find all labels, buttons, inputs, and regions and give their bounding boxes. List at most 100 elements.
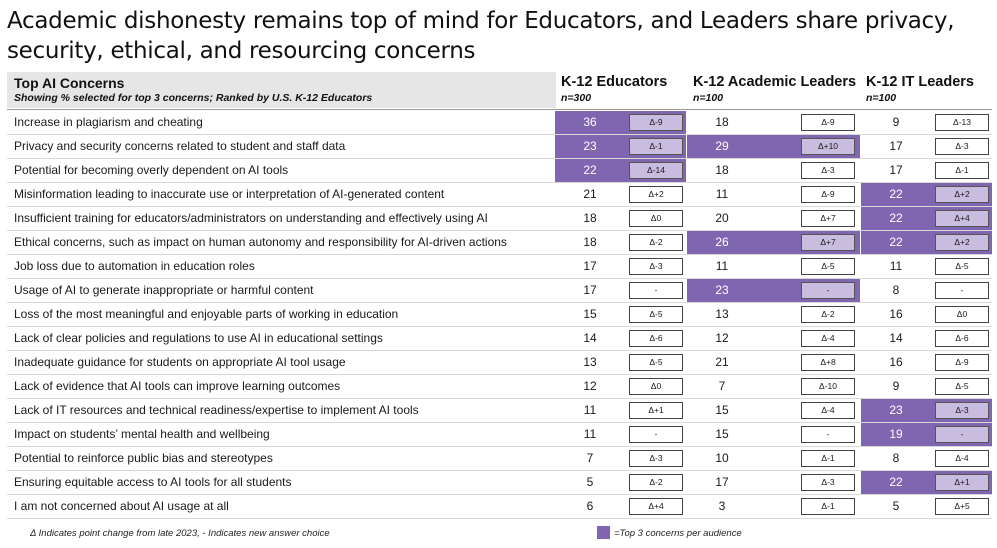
column-n-academic-leaders: n=100 bbox=[693, 92, 724, 104]
value-cell: 7 Δ-10 bbox=[687, 375, 860, 398]
percent-value: 29 bbox=[715, 139, 729, 153]
delta-badge: Δ-4 bbox=[801, 330, 855, 347]
percent-value: 8 bbox=[892, 451, 900, 465]
percent-value: 15 bbox=[715, 427, 729, 441]
delta-badge: Δ-5 bbox=[935, 378, 989, 395]
delta-badge: Δ-4 bbox=[935, 450, 989, 467]
table-row: Impact on students’ mental health and we… bbox=[7, 423, 992, 447]
table-row: Privacy and security concerns related to… bbox=[7, 135, 992, 159]
percent-value: 17 bbox=[715, 475, 729, 489]
table-row: Insufficient training for educators/admi… bbox=[7, 207, 992, 231]
delta-badge: Δ-3 bbox=[935, 402, 989, 419]
concern-label: Potential for becoming overly dependent … bbox=[14, 163, 289, 177]
percent-value: 15 bbox=[715, 403, 729, 417]
delta-badge: Δ0 bbox=[629, 210, 683, 227]
percent-value: 5 bbox=[586, 475, 594, 489]
concern-label: Misinformation leading to inaccurate use… bbox=[14, 187, 445, 201]
delta-badge: Δ-1 bbox=[935, 162, 989, 179]
percent-value: 18 bbox=[715, 115, 729, 129]
percent-value: 11 bbox=[715, 259, 729, 273]
percent-value: 26 bbox=[715, 235, 729, 249]
delta-badge: Δ+7 bbox=[801, 210, 855, 227]
value-cell: 18 Δ-9 bbox=[687, 111, 860, 134]
delta-badge: - bbox=[629, 426, 683, 443]
delta-badge: Δ-5 bbox=[629, 306, 683, 323]
value-cell: 18 Δ-2 bbox=[555, 231, 686, 254]
value-cell: 20 Δ+7 bbox=[687, 207, 860, 230]
delta-badge: Δ0 bbox=[935, 306, 989, 323]
value-cell: 16 Δ0 bbox=[861, 303, 992, 326]
table-row: Lack of clear policies and regulations t… bbox=[7, 327, 992, 351]
value-cell: 17 - bbox=[555, 279, 686, 302]
delta-badge: Δ+7 bbox=[801, 234, 855, 251]
delta-badge: Δ+5 bbox=[935, 498, 989, 515]
percent-value: 11 bbox=[889, 259, 903, 273]
table-row: Ethical concerns, such as impact on huma… bbox=[7, 231, 992, 255]
percent-value: 21 bbox=[583, 187, 597, 201]
concern-label: Privacy and security concerns related to… bbox=[14, 139, 346, 153]
table-row: Misinformation leading to inaccurate use… bbox=[7, 183, 992, 207]
column-header-it-leaders: K-12 IT Leaders bbox=[866, 74, 974, 90]
delta-badge: Δ-4 bbox=[801, 402, 855, 419]
percent-value: 5 bbox=[892, 499, 900, 513]
percent-value: 9 bbox=[892, 115, 900, 129]
delta-badge: Δ-9 bbox=[629, 114, 683, 131]
delta-badge: Δ-1 bbox=[629, 138, 683, 155]
percent-value: 9 bbox=[892, 379, 900, 393]
delta-badge: Δ0 bbox=[629, 378, 683, 395]
percent-value: 3 bbox=[718, 499, 726, 513]
top3-cell: 26 Δ+7 bbox=[687, 231, 860, 254]
delta-badge: Δ-3 bbox=[801, 162, 855, 179]
percent-value: 14 bbox=[583, 331, 597, 345]
table-header-background bbox=[7, 72, 556, 108]
percent-value: 13 bbox=[715, 307, 729, 321]
value-cell: 10 Δ-1 bbox=[687, 447, 860, 470]
percent-value: 23 bbox=[889, 403, 903, 417]
value-cell: 17 Δ-3 bbox=[861, 135, 992, 158]
percent-value: 7 bbox=[586, 451, 594, 465]
value-cell: 11 Δ-9 bbox=[687, 183, 860, 206]
value-cell: 21 Δ+2 bbox=[555, 183, 686, 206]
delta-badge: Δ-3 bbox=[629, 450, 683, 467]
concern-label: Usage of AI to generate inappropriate or… bbox=[14, 283, 314, 297]
concern-label: Inadequate guidance for students on appr… bbox=[14, 355, 346, 369]
value-cell: 14 Δ-6 bbox=[555, 327, 686, 350]
concern-label: Insufficient training for educators/admi… bbox=[14, 211, 488, 225]
top3-cell: 23 Δ-1 bbox=[555, 135, 686, 158]
value-cell: 13 Δ-2 bbox=[687, 303, 860, 326]
top3-cell: 23 Δ-3 bbox=[861, 399, 992, 422]
percent-value: 17 bbox=[889, 163, 903, 177]
top3-cell: 19 - bbox=[861, 423, 992, 446]
legend-swatch bbox=[597, 526, 610, 539]
top3-cell: 29 Δ+10 bbox=[687, 135, 860, 158]
percent-value: 18 bbox=[715, 163, 729, 177]
percent-value: 22 bbox=[889, 475, 903, 489]
table-row: Potential to reinforce public bias and s… bbox=[7, 447, 992, 471]
legend-label: =Top 3 concerns per audience bbox=[614, 528, 742, 539]
column-header-academic-leaders: K-12 Academic Leaders bbox=[693, 74, 857, 90]
value-cell: 18 Δ-3 bbox=[687, 159, 860, 182]
delta-badge: Δ-3 bbox=[801, 474, 855, 491]
value-cell: 15 Δ-4 bbox=[687, 399, 860, 422]
delta-badge: Δ+2 bbox=[935, 186, 989, 203]
delta-badge: Δ+4 bbox=[629, 498, 683, 515]
table-row: Loss of the most meaningful and enjoyabl… bbox=[7, 303, 992, 327]
delta-badge: Δ-9 bbox=[801, 114, 855, 131]
concern-label: Ethical concerns, such as impact on huma… bbox=[14, 235, 507, 249]
value-cell: 8 Δ-4 bbox=[861, 447, 992, 470]
delta-badge: Δ-2 bbox=[801, 306, 855, 323]
table-row: Ensuring equitable access to AI tools fo… bbox=[7, 471, 992, 495]
concern-label: I am not concerned about AI usage at all bbox=[14, 499, 229, 513]
percent-value: 10 bbox=[715, 451, 729, 465]
concern-label: Impact on students’ mental health and we… bbox=[14, 427, 270, 441]
top3-cell: 36 Δ-9 bbox=[555, 111, 686, 134]
delta-badge: - bbox=[801, 282, 855, 299]
percent-value: 17 bbox=[889, 139, 903, 153]
delta-badge: Δ+8 bbox=[801, 354, 855, 371]
delta-badge: Δ-5 bbox=[935, 258, 989, 275]
concern-label: Lack of evidence that AI tools can impro… bbox=[14, 379, 341, 393]
table-row: Lack of evidence that AI tools can impro… bbox=[7, 375, 992, 399]
value-cell: 16 Δ-9 bbox=[861, 351, 992, 374]
percent-value: 17 bbox=[583, 259, 597, 273]
value-cell: 5 Δ+5 bbox=[861, 495, 992, 518]
